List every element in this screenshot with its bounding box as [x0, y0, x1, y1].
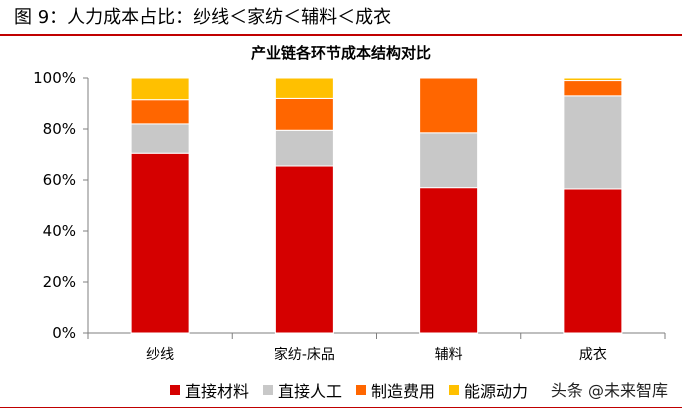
bar-segment [274, 165, 334, 334]
y-tick-label: 100% [33, 69, 76, 87]
y-tick-label: 80% [43, 120, 76, 138]
bar-segment [563, 188, 623, 334]
bar-segment [563, 80, 623, 97]
legend-item: 制造费用 [356, 378, 435, 402]
bottom-divider [0, 407, 682, 408]
legend-item: 直接材料 [170, 378, 249, 402]
y-tick-label: 20% [43, 273, 76, 291]
bar-segment [274, 97, 334, 131]
bar-segment [130, 77, 190, 101]
legend-label: 制造费用 [371, 382, 436, 401]
bar-segment [419, 77, 479, 134]
bar-segment [274, 77, 334, 99]
bar-segment [563, 95, 623, 190]
y-tick-label: 0% [52, 324, 76, 342]
chart-legend: 直接材料 直接人工 制造费用 能源动力 [170, 378, 542, 402]
bar-segment [130, 152, 190, 334]
watermark: 头条 @未来智库 [546, 376, 672, 402]
figure-header: 图 9：人力成本占比：纱线＜家纺＜辅料＜成衣 [0, 0, 682, 38]
legend-label: 直接人工 [278, 382, 343, 401]
legend-item: 能源动力 [449, 378, 528, 402]
caption-divider [0, 34, 682, 36]
bar-segment [419, 132, 479, 189]
y-tick-label: 60% [43, 171, 76, 189]
bar-segment [563, 77, 623, 82]
legend-item: 直接人工 [263, 378, 342, 402]
x-tick-label: 成衣 [579, 347, 607, 363]
legend-swatch [356, 385, 367, 395]
legend-label: 能源动力 [464, 382, 529, 401]
x-tick-label: 纱线 [146, 347, 174, 363]
x-tick-label: 家纺-床品 [274, 346, 335, 363]
bar-segment [274, 129, 334, 167]
chart-title: 产业链各环节成本结构对比 [250, 44, 431, 62]
legend-swatch [263, 385, 274, 395]
legend-swatch [170, 385, 180, 395]
bar-segment [419, 187, 479, 334]
bar-segment [130, 99, 190, 125]
legend-label: 直接材料 [185, 382, 250, 401]
y-tick-label: 40% [43, 222, 76, 240]
bar-segment [130, 123, 190, 154]
x-tick-label: 辅料 [435, 347, 463, 363]
legend-swatch [449, 385, 460, 395]
figure-caption: 图 9：人力成本占比：纱线＜家纺＜辅料＜成衣 [14, 7, 392, 28]
